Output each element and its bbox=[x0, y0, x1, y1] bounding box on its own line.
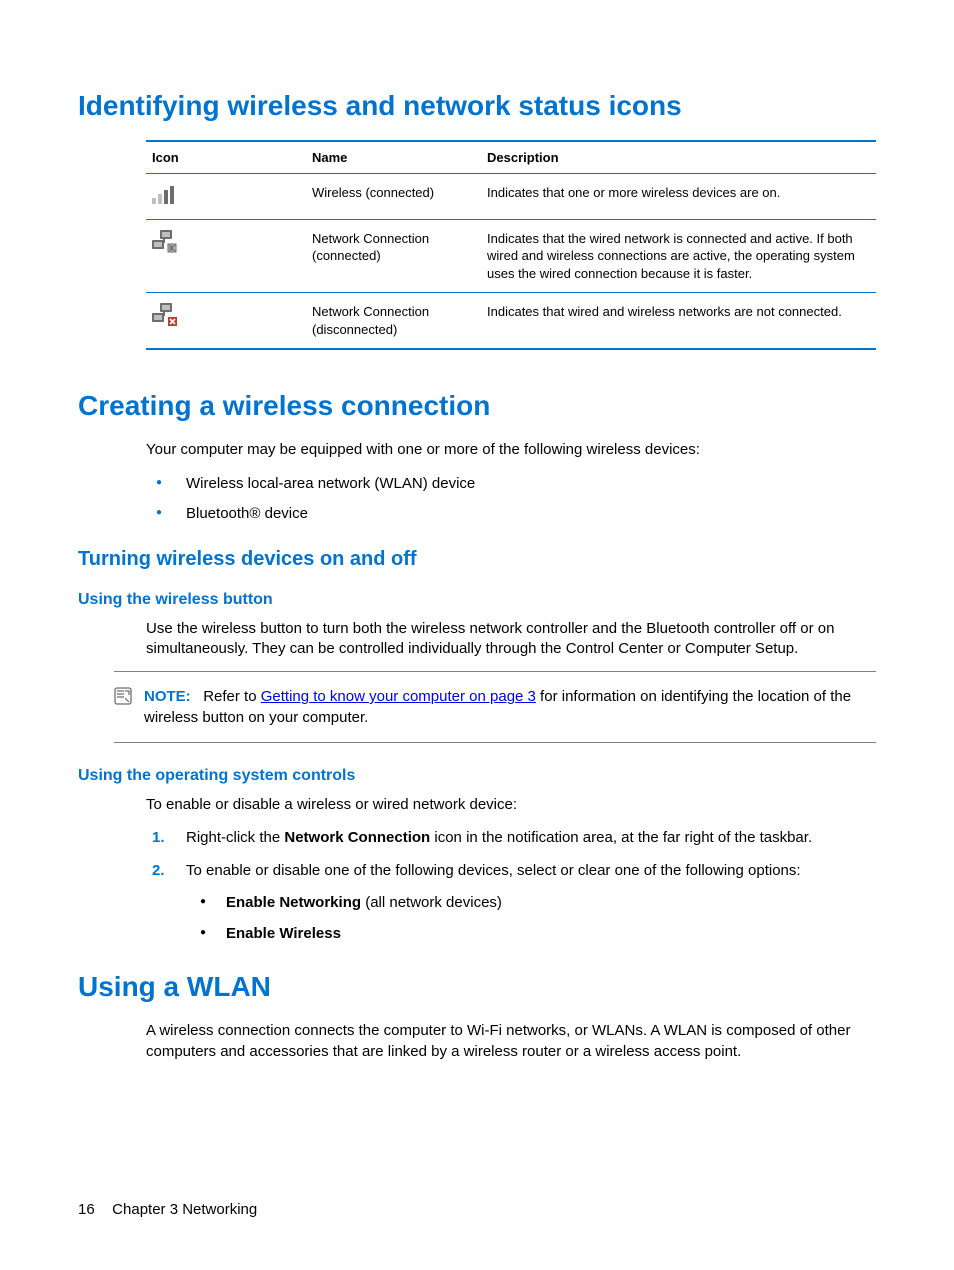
note-icon bbox=[114, 692, 132, 709]
icon-table-body: Wireless (connected) Indicates that one … bbox=[146, 174, 876, 348]
th-icon: Icon bbox=[146, 142, 306, 173]
cell-desc-2: Indicates that wired and wireless networ… bbox=[481, 293, 876, 348]
note-box: NOTE: Refer to Getting to know your comp… bbox=[114, 680, 876, 734]
creating-intro: Your computer may be equipped with one o… bbox=[146, 440, 876, 460]
bullet-bluetooth-device: Bluetooth® device bbox=[146, 503, 876, 526]
heading-creating: Creating a wireless connection bbox=[78, 390, 876, 422]
heading-identifying: Identifying wireless and network status … bbox=[78, 90, 876, 122]
wifi-bars-icon bbox=[152, 184, 176, 209]
note-border-top bbox=[114, 671, 876, 672]
sub-enable-wireless: Enable Wireless bbox=[186, 923, 876, 946]
table-row: Network Connection (disconnected) Indica… bbox=[146, 293, 876, 348]
step-1: Right-click the Network Connection icon … bbox=[146, 827, 876, 850]
os-controls-steps: Right-click the Network Connection icon … bbox=[146, 827, 876, 945]
cell-name-2: Network Connection (disconnected) bbox=[306, 293, 481, 348]
heading-wireless-button: Using the wireless button bbox=[78, 591, 876, 609]
network-disconnected-icon bbox=[152, 303, 178, 332]
note-label: NOTE: bbox=[144, 688, 191, 705]
note-text: NOTE: Refer to Getting to know your comp… bbox=[144, 686, 876, 728]
page-number: 16 bbox=[78, 1201, 108, 1218]
step-1-post: icon in the notification area, at the fa… bbox=[430, 829, 812, 846]
cell-name-0: Wireless (connected) bbox=[306, 174, 481, 219]
sub-enable-networking: Enable Networking (all network devices) bbox=[186, 892, 876, 915]
sub-1-bold: Enable Wireless bbox=[226, 925, 341, 942]
os-controls-para: To enable or disable a wireless or wired… bbox=[146, 795, 876, 815]
cell-desc-0: Indicates that one or more wireless devi… bbox=[481, 174, 876, 219]
heading-turning: Turning wireless devices on and off bbox=[78, 548, 876, 571]
page-footer: 16 Chapter 3 Networking bbox=[78, 1201, 257, 1218]
step-2: To enable or disable one of the followin… bbox=[146, 860, 876, 946]
chapter-label: Chapter 3 Networking bbox=[112, 1201, 257, 1218]
table-row: Wireless (connected) Indicates that one … bbox=[146, 174, 876, 219]
step-1-pre: Right-click the bbox=[186, 829, 284, 846]
sub-0-post: (all network devices) bbox=[361, 894, 502, 911]
table-bottom-border bbox=[146, 348, 876, 350]
wireless-button-para: Use the wireless button to turn both the… bbox=[146, 619, 876, 660]
sub-0-bold: Enable Networking bbox=[226, 894, 361, 911]
heading-os-controls: Using the operating system controls bbox=[78, 767, 876, 785]
icon-table-wrap: Icon Name Description bbox=[146, 140, 876, 350]
note-before-link: Refer to bbox=[203, 688, 261, 705]
using-wlan-para: A wireless connection connects the compu… bbox=[146, 1021, 876, 1062]
network-connected-icon bbox=[152, 230, 178, 259]
table-row: Network Connection (connected) Indicates… bbox=[146, 220, 876, 293]
icon-table: Icon Name Description bbox=[146, 142, 876, 173]
creating-bullets: Wireless local-area network (WLAN) devic… bbox=[146, 473, 876, 526]
th-desc: Description bbox=[481, 142, 876, 173]
step-1-bold: Network Connection bbox=[284, 829, 430, 846]
note-border-bottom bbox=[114, 742, 876, 743]
heading-using-wlan: Using a WLAN bbox=[78, 971, 876, 1003]
cell-desc-1: Indicates that the wired network is conn… bbox=[481, 220, 876, 293]
note-link[interactable]: Getting to know your computer on page 3 bbox=[261, 688, 536, 705]
step-2-sub: Enable Networking (all network devices) … bbox=[186, 892, 876, 945]
step-2-text: To enable or disable one of the followin… bbox=[186, 862, 801, 879]
bullet-wlan-device: Wireless local-area network (WLAN) devic… bbox=[146, 473, 876, 496]
th-name: Name bbox=[306, 142, 481, 173]
cell-name-1: Network Connection (connected) bbox=[306, 220, 481, 293]
